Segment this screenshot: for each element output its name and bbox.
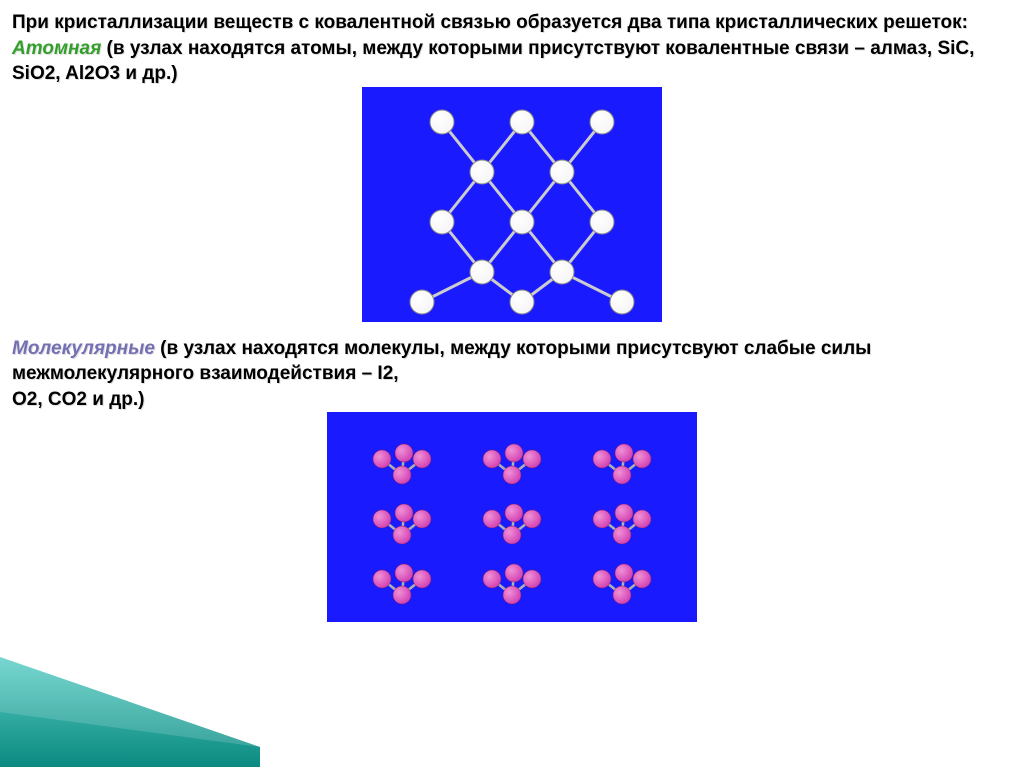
- intro-text: При кристаллизации веществ с ковалентной…: [12, 12, 968, 33]
- molecular-desc2: O2, CO2 и др.): [12, 389, 144, 410]
- molecular-diagram-wrap: [12, 412, 1012, 630]
- atomic-diagram-wrap: [12, 87, 1012, 330]
- molecular-lattice-diagram: [327, 412, 697, 622]
- corner-decoration: [0, 657, 260, 767]
- molecular-label: Молекулярные: [12, 338, 155, 359]
- atomic-desc: (в узлах находятся атомы, между которыми…: [12, 38, 974, 85]
- atomic-lattice-diagram: [362, 87, 662, 322]
- atomic-label: Атомная: [12, 38, 101, 59]
